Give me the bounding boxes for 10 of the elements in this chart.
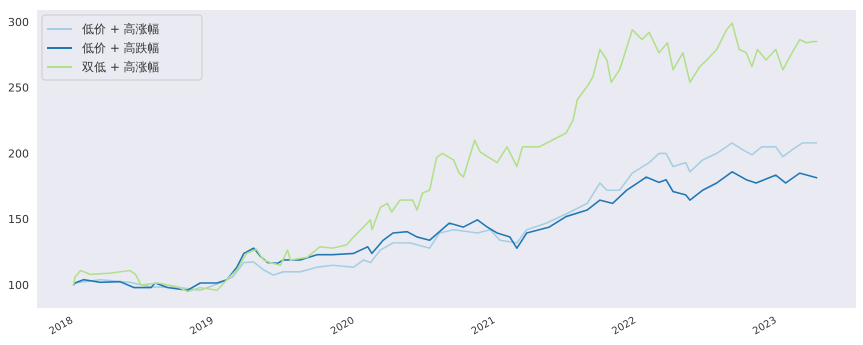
line-series <box>72 22 818 292</box>
legend-label: 低价 + 高跌幅 <box>82 41 160 55</box>
line-series <box>72 171 818 292</box>
y-tick-label: 300 <box>8 16 29 29</box>
legend-label: 双低 + 高涨幅 <box>82 60 160 74</box>
y-tick-label: 100 <box>8 278 29 292</box>
y-tick-label: 150 <box>8 213 29 226</box>
legend-label: 低价 + 高涨幅 <box>82 22 160 36</box>
y-tick-label: 200 <box>8 147 29 160</box>
y-tick-label: 250 <box>8 82 29 95</box>
